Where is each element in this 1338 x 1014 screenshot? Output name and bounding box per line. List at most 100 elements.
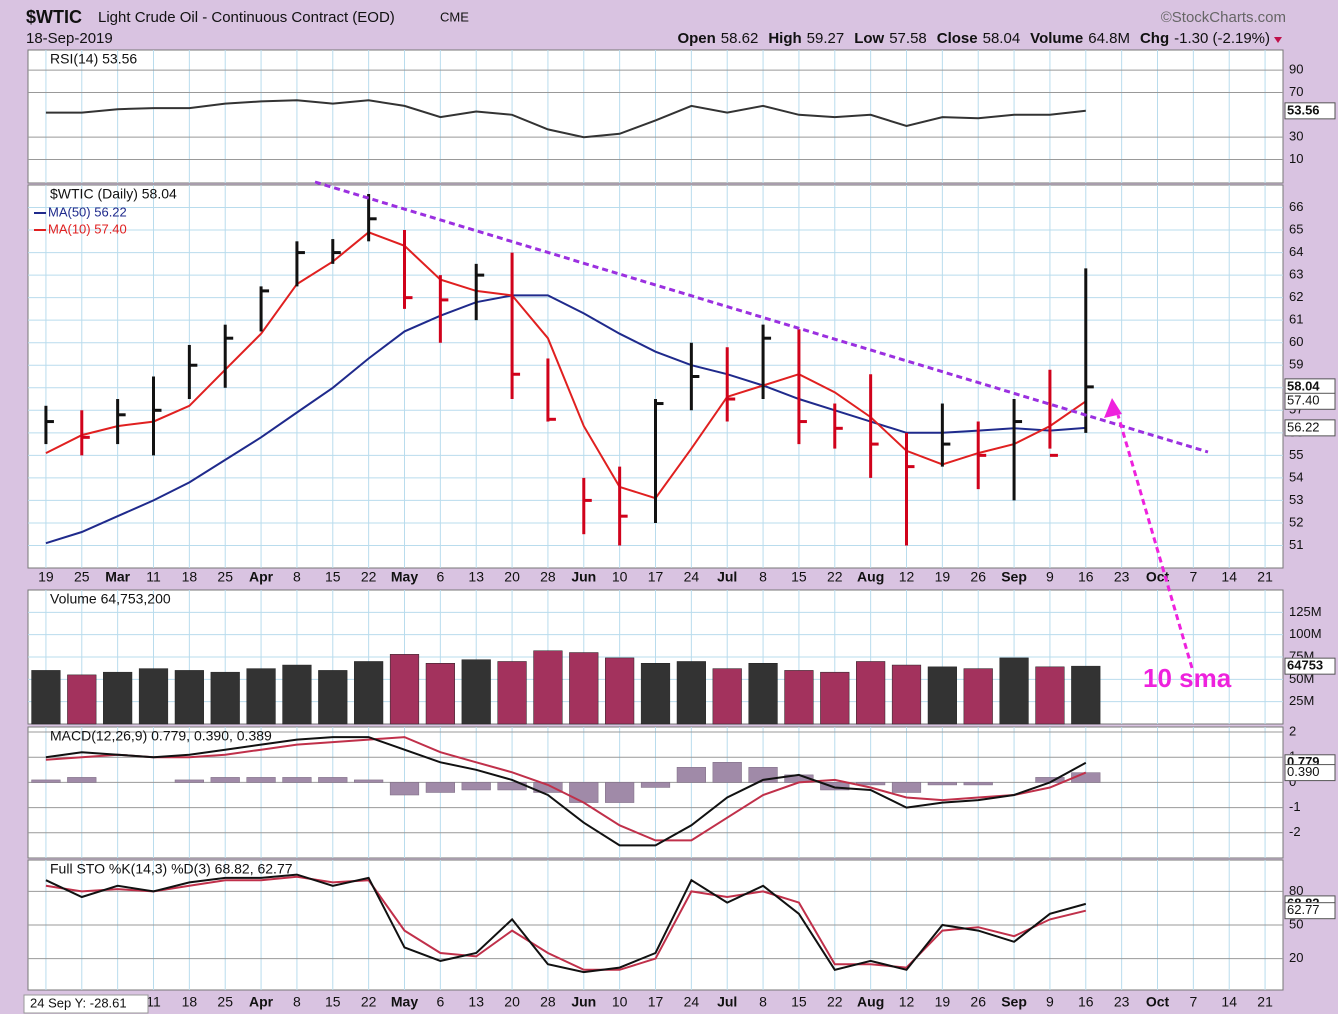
y-tick-label: 62 [1289,289,1303,304]
quote-value: 59.27 [807,30,845,47]
x-tick-label: 6 [436,569,444,585]
annotation-arrow [1116,414,1194,669]
volume-bar [856,661,886,725]
y-tick-label: 54 [1289,469,1303,484]
y-tick-label: 0 [1289,774,1296,789]
volume-bar [67,674,97,725]
x-tick-label: 26 [970,994,986,1010]
x-tick-label: 22 [361,569,377,585]
x-tick-label: 7 [1189,569,1197,585]
y-tick-label: 52 [1289,514,1303,529]
end-label-box [1284,102,1336,120]
x-tick-label: 26 [970,569,986,585]
annotation-arrowhead [1104,398,1122,418]
exchange: CME [440,9,469,24]
quote-value: 58.62 [721,30,759,47]
histogram-bar [676,767,706,783]
panel-title: MACD(12,26,9) 0.779, 0.390, 0.389 [50,728,272,744]
instrument-name: Light Crude Oil - Continuous Contract (E… [98,9,395,26]
x-tick-label: 25 [217,994,233,1010]
crosshair-label: 24 Sep Y: -28.61 [30,995,127,1010]
volume-bar [676,661,706,725]
x-tick-label: 19 [38,569,54,585]
volume-bar [533,650,563,725]
histogram-bar [820,782,850,791]
x-tick-label: 18 [182,994,198,1010]
histogram-bar [712,762,742,783]
end-label-box [1284,392,1336,410]
volume-bar [963,668,993,725]
histogram-bar [640,782,671,788]
panel-title: $WTIC (Daily) 58.04 [50,186,177,202]
volume-bar [820,671,850,725]
end-label: 53.56 [1287,102,1320,117]
x-tick-label: 17 [648,569,664,585]
series-line [45,231,1087,500]
y-tick-label: 66 [1289,199,1303,214]
y-tick-label: -2 [1289,824,1301,839]
volume-bar [318,670,348,725]
crosshair-box [23,994,149,1014]
end-label: 57.40 [1287,393,1320,408]
histogram-bar [210,777,240,783]
histogram-bar [174,779,204,783]
x-tick-label: 16 [1078,569,1094,585]
volume-bar [354,661,384,725]
y-tick-label: 30 [1289,129,1303,144]
series-line [45,736,1087,842]
end-label-box [1284,902,1336,920]
end-label-box [1284,764,1336,782]
x-tick-label: Sep [1001,994,1027,1010]
volume-bar [891,664,922,725]
x-tick-label: Apr [249,569,274,585]
x-tick-label: 22 [361,994,377,1010]
y-tick-label: 70 [1289,84,1303,99]
y-tick-label: 25M [1289,693,1314,708]
x-tick-label: Jun [571,994,596,1010]
x-tick-label: 19 [935,569,951,585]
x-tick-label: Jul [717,569,737,585]
x-tick-label: 8 [293,569,301,585]
x-tick-label: 12 [899,994,915,1010]
series-line [45,873,1087,974]
volume-bar [748,663,778,725]
x-tick-label: 28 [540,569,556,585]
histogram-bar [282,777,312,783]
histogram-bar [605,782,635,803]
quote-value: 64.8M [1088,30,1130,47]
end-label: 0.390 [1287,764,1320,779]
quote-label: Open [677,30,715,47]
x-tick-label: Oct [1146,569,1170,585]
x-tick-label: 8 [759,994,767,1010]
end-label: 58.04 [1287,378,1320,393]
quote-label: Chg [1140,30,1169,47]
y-tick-label: 90 [1289,62,1303,77]
histogram-bar [963,782,993,786]
quote-value: 57.58 [889,30,927,47]
x-tick-label: 14 [1221,569,1237,585]
x-tick-label: 16 [1078,994,1094,1010]
end-label-box [1284,657,1336,675]
quote-value: 58.04 [983,30,1021,47]
x-tick-label: 28 [540,994,556,1010]
x-tick-label: 20 [504,569,520,585]
volume-bar [999,657,1029,725]
x-tick-label: Jun [571,569,596,585]
end-label: 62.77 [1287,902,1320,917]
y-tick-label: 125M [1289,604,1322,619]
volume-bar [1071,665,1101,725]
x-tick-label: 14 [1221,994,1237,1010]
volume-bar [569,652,599,725]
panel-title: Full STO %K(14,3) %D(3) 68.82, 62.77 [50,861,293,877]
x-tick-label: 9 [1046,569,1054,585]
y-tick-label: 60 [1289,334,1303,349]
down-arrow [1274,37,1282,43]
volume-bar [174,670,204,725]
volume-bar [784,670,814,725]
volume-bar [605,657,635,725]
panel-title: Volume 64,753,200 [50,591,171,607]
series-line [45,294,1086,545]
x-tick-label: 24 [684,569,700,585]
histogram-bar [569,782,599,803]
